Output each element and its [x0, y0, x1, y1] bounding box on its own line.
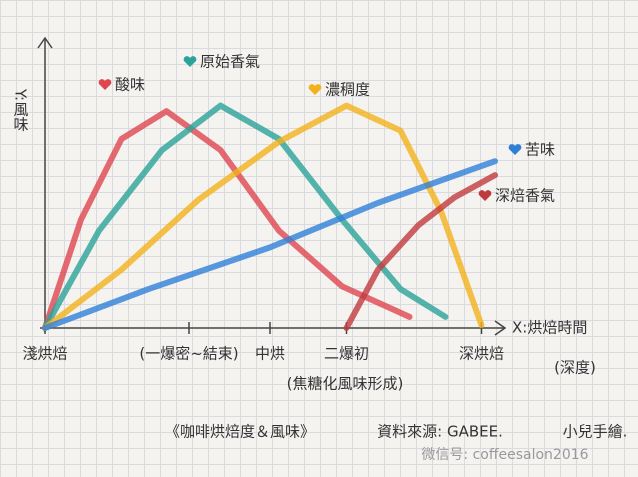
- annotation: (焦糖化風味形成): [287, 375, 404, 393]
- legend-heart: [308, 84, 322, 95]
- legend-label: 苦味: [525, 141, 555, 159]
- x-tick-label: 淺烘焙: [22, 345, 67, 363]
- series-line: [42, 102, 449, 331]
- legend-heart: [508, 144, 522, 155]
- x-tick-label: 中烘: [255, 345, 285, 363]
- watermark: 微信号: coffeesalon2016: [421, 447, 588, 463]
- x-tick-label: 二爆初: [324, 345, 369, 363]
- series-line: [343, 172, 498, 331]
- y-axis-label: Y:風味: [12, 88, 30, 131]
- series-line: [42, 108, 413, 331]
- author: 小兒手繪.: [563, 423, 628, 441]
- legend-label: 酸味: [115, 76, 145, 94]
- chart-title: 《咖啡烘焙度＆風味》: [165, 423, 315, 441]
- series-line: [42, 102, 485, 331]
- x-axis-label: X:烘焙時間: [512, 319, 587, 337]
- legend-heart: [183, 56, 197, 67]
- legend-label: 濃稠度: [325, 81, 370, 99]
- y-arrow: [37, 36, 53, 49]
- x-tick-label: 深烘焙: [459, 345, 504, 363]
- legend-label: 深焙香氣: [495, 187, 555, 205]
- legend-heart: [478, 190, 492, 201]
- x-arrow: [494, 320, 507, 336]
- x-tick-label: (一爆密~結束): [139, 345, 238, 363]
- series-line: [42, 158, 498, 331]
- x-axis-note: (深度): [554, 359, 596, 377]
- legend-label: 原始香氣: [200, 53, 260, 71]
- source: 資料來源: GABEE.: [377, 423, 503, 441]
- legend-heart: [98, 79, 112, 90]
